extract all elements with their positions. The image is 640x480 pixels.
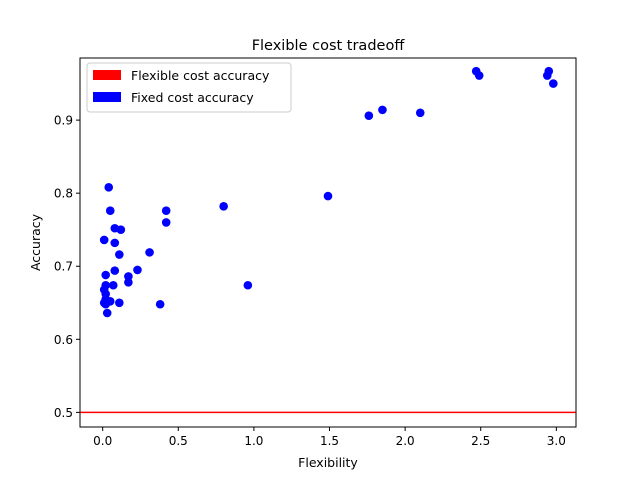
data-point	[161, 218, 171, 227]
data-point	[108, 280, 118, 290]
data-point	[104, 183, 114, 192]
x-axis-label: Flexibility	[298, 455, 358, 470]
axes-frame	[79, 57, 577, 428]
x-tick-label: 0.0	[93, 434, 112, 448]
x-tick-label: 0.5	[169, 434, 188, 448]
y-axis: 0.5 0.6 0.7 0.8 0.9	[54, 114, 80, 420]
data-point	[102, 308, 112, 318]
data-point	[115, 298, 124, 308]
data-point	[110, 238, 120, 248]
x-tick-label: 2.0	[396, 434, 415, 448]
data-point	[378, 105, 387, 115]
x-tick-label: 2.5	[471, 434, 490, 448]
y-tick-label: 0.9	[54, 114, 73, 128]
legend-box	[86, 62, 292, 113]
data-point	[105, 297, 115, 306]
y-tick-label: 0.7	[54, 260, 73, 274]
x-tick-label: 1.5	[320, 434, 339, 448]
legend-swatch-fixed	[93, 92, 121, 102]
x-tick-label: 1.0	[244, 434, 263, 448]
y-tick-label: 0.5	[54, 406, 73, 420]
data-point	[124, 278, 133, 287]
legend: Flexible cost accuracy Fixed cost accura…	[86, 62, 292, 113]
data-point	[99, 235, 109, 245]
data-point	[364, 111, 374, 121]
data-point	[115, 250, 124, 259]
legend-label-flexible: Flexible cost accuracy	[131, 68, 270, 83]
chart-title: Flexible cost tradeoff	[252, 38, 406, 54]
data-point	[544, 66, 554, 76]
x-tick-label: 3.0	[547, 434, 566, 448]
y-axis-label: Accuracy	[28, 213, 43, 271]
plot-area	[80, 66, 576, 414]
data-point	[133, 265, 142, 275]
data-point	[105, 206, 115, 216]
data-point	[101, 270, 111, 280]
data-point	[243, 280, 253, 290]
data-point	[110, 266, 120, 275]
data-point	[155, 299, 165, 309]
data-point	[145, 248, 154, 257]
data-point	[549, 79, 558, 88]
data-point	[161, 206, 171, 216]
x-axis: 0.0 0.5 1.0 1.5 2.0 2.5 3.0	[93, 427, 566, 448]
data-point	[474, 71, 484, 80]
data-point	[415, 108, 425, 118]
data-point	[116, 225, 126, 235]
data-point	[219, 202, 228, 211]
data-point	[323, 191, 333, 201]
legend-label-fixed: Fixed cost accuracy	[131, 90, 254, 105]
y-tick-label: 0.8	[54, 187, 73, 201]
y-tick-label: 0.6	[54, 333, 73, 347]
legend-swatch-flexible	[93, 70, 121, 80]
